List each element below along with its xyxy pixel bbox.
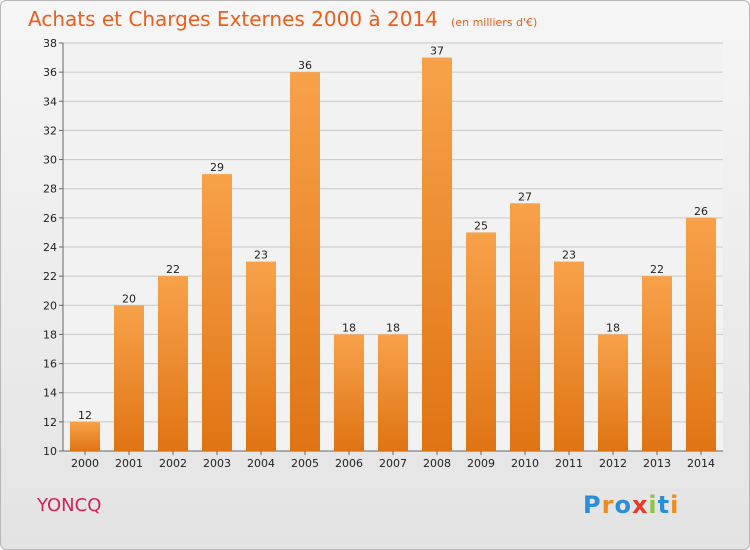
logo-letter: o — [614, 491, 632, 519]
bar — [378, 334, 408, 451]
x-tick-label: 2011 — [555, 457, 583, 470]
y-tick-label: 12 — [43, 416, 57, 429]
bar-value-label: 23 — [254, 249, 268, 262]
y-tick-label: 30 — [43, 154, 57, 167]
y-tick-label: 14 — [43, 387, 57, 400]
bar — [642, 276, 672, 451]
y-tick-label: 24 — [43, 241, 57, 254]
bar — [246, 261, 276, 451]
y-tick-label: 20 — [43, 299, 57, 312]
x-tick-label: 2005 — [291, 457, 319, 470]
y-tick-label: 16 — [43, 358, 57, 371]
x-tick-label: 2014 — [687, 457, 715, 470]
proxiti-logo: Proxiti — [583, 491, 679, 519]
bar-value-label: 22 — [166, 263, 180, 276]
x-tick-label: 2009 — [467, 457, 495, 470]
x-tick-label: 2007 — [379, 457, 407, 470]
bar-value-label: 22 — [650, 263, 664, 276]
bar-value-label: 36 — [298, 59, 312, 72]
logo-letter: r — [601, 491, 615, 519]
logo-letter: i — [648, 491, 658, 519]
y-tick-label: 32 — [43, 124, 57, 137]
x-tick-label: 2000 — [71, 457, 99, 470]
chart-title: Achats et Charges Externes 2000 à 2014 — [28, 7, 438, 31]
y-tick-label: 10 — [43, 445, 57, 458]
x-tick-label: 2003 — [203, 457, 231, 470]
bar-value-label: 37 — [430, 45, 444, 58]
bar-value-label: 23 — [562, 249, 576, 262]
chart-subtitle: (en milliers d'€) — [451, 16, 538, 29]
y-tick-label: 18 — [43, 328, 57, 341]
bar — [70, 421, 100, 451]
bar-value-label: 18 — [342, 321, 356, 334]
bar — [510, 203, 540, 451]
bar-value-label: 18 — [606, 321, 620, 334]
bar-value-label: 12 — [78, 409, 92, 422]
bar — [422, 57, 452, 451]
commune-name: YONCQ — [37, 495, 102, 516]
bar-value-label: 29 — [210, 161, 224, 174]
bar — [334, 334, 364, 451]
logo-letter: i — [670, 491, 680, 519]
x-tick-label: 2001 — [115, 457, 143, 470]
bar — [114, 305, 144, 451]
x-tick-label: 2012 — [599, 457, 627, 470]
x-tick-label: 2010 — [511, 457, 539, 470]
y-tick-label: 26 — [43, 212, 57, 225]
chart-title-row: Achats et Charges Externes 2000 à 2014 (… — [28, 7, 537, 31]
y-tick-label: 22 — [43, 270, 57, 283]
bar-value-label: 20 — [122, 292, 136, 305]
logo-letter: t — [657, 491, 671, 519]
x-tick-label: 2002 — [159, 457, 187, 470]
bar-value-label: 26 — [694, 205, 708, 218]
bar-value-label: 25 — [474, 219, 488, 232]
x-tick-label: 2008 — [423, 457, 451, 470]
bar — [290, 72, 320, 452]
y-tick-label: 36 — [43, 66, 57, 79]
bar — [598, 334, 628, 451]
y-tick-label: 34 — [43, 95, 57, 108]
logo-letter: P — [583, 491, 602, 519]
y-tick-label: 28 — [43, 183, 57, 196]
bar-value-label: 18 — [386, 321, 400, 334]
bar — [686, 217, 716, 451]
bar — [202, 174, 232, 451]
bar — [466, 232, 496, 451]
x-tick-label: 2004 — [247, 457, 275, 470]
logo-letter: x — [631, 491, 649, 519]
bar — [158, 276, 188, 451]
x-tick-label: 2013 — [643, 457, 671, 470]
x-tick-label: 2006 — [335, 457, 363, 470]
bar — [554, 261, 584, 451]
bar-value-label: 27 — [518, 190, 532, 203]
y-tick-label: 38 — [43, 37, 57, 50]
